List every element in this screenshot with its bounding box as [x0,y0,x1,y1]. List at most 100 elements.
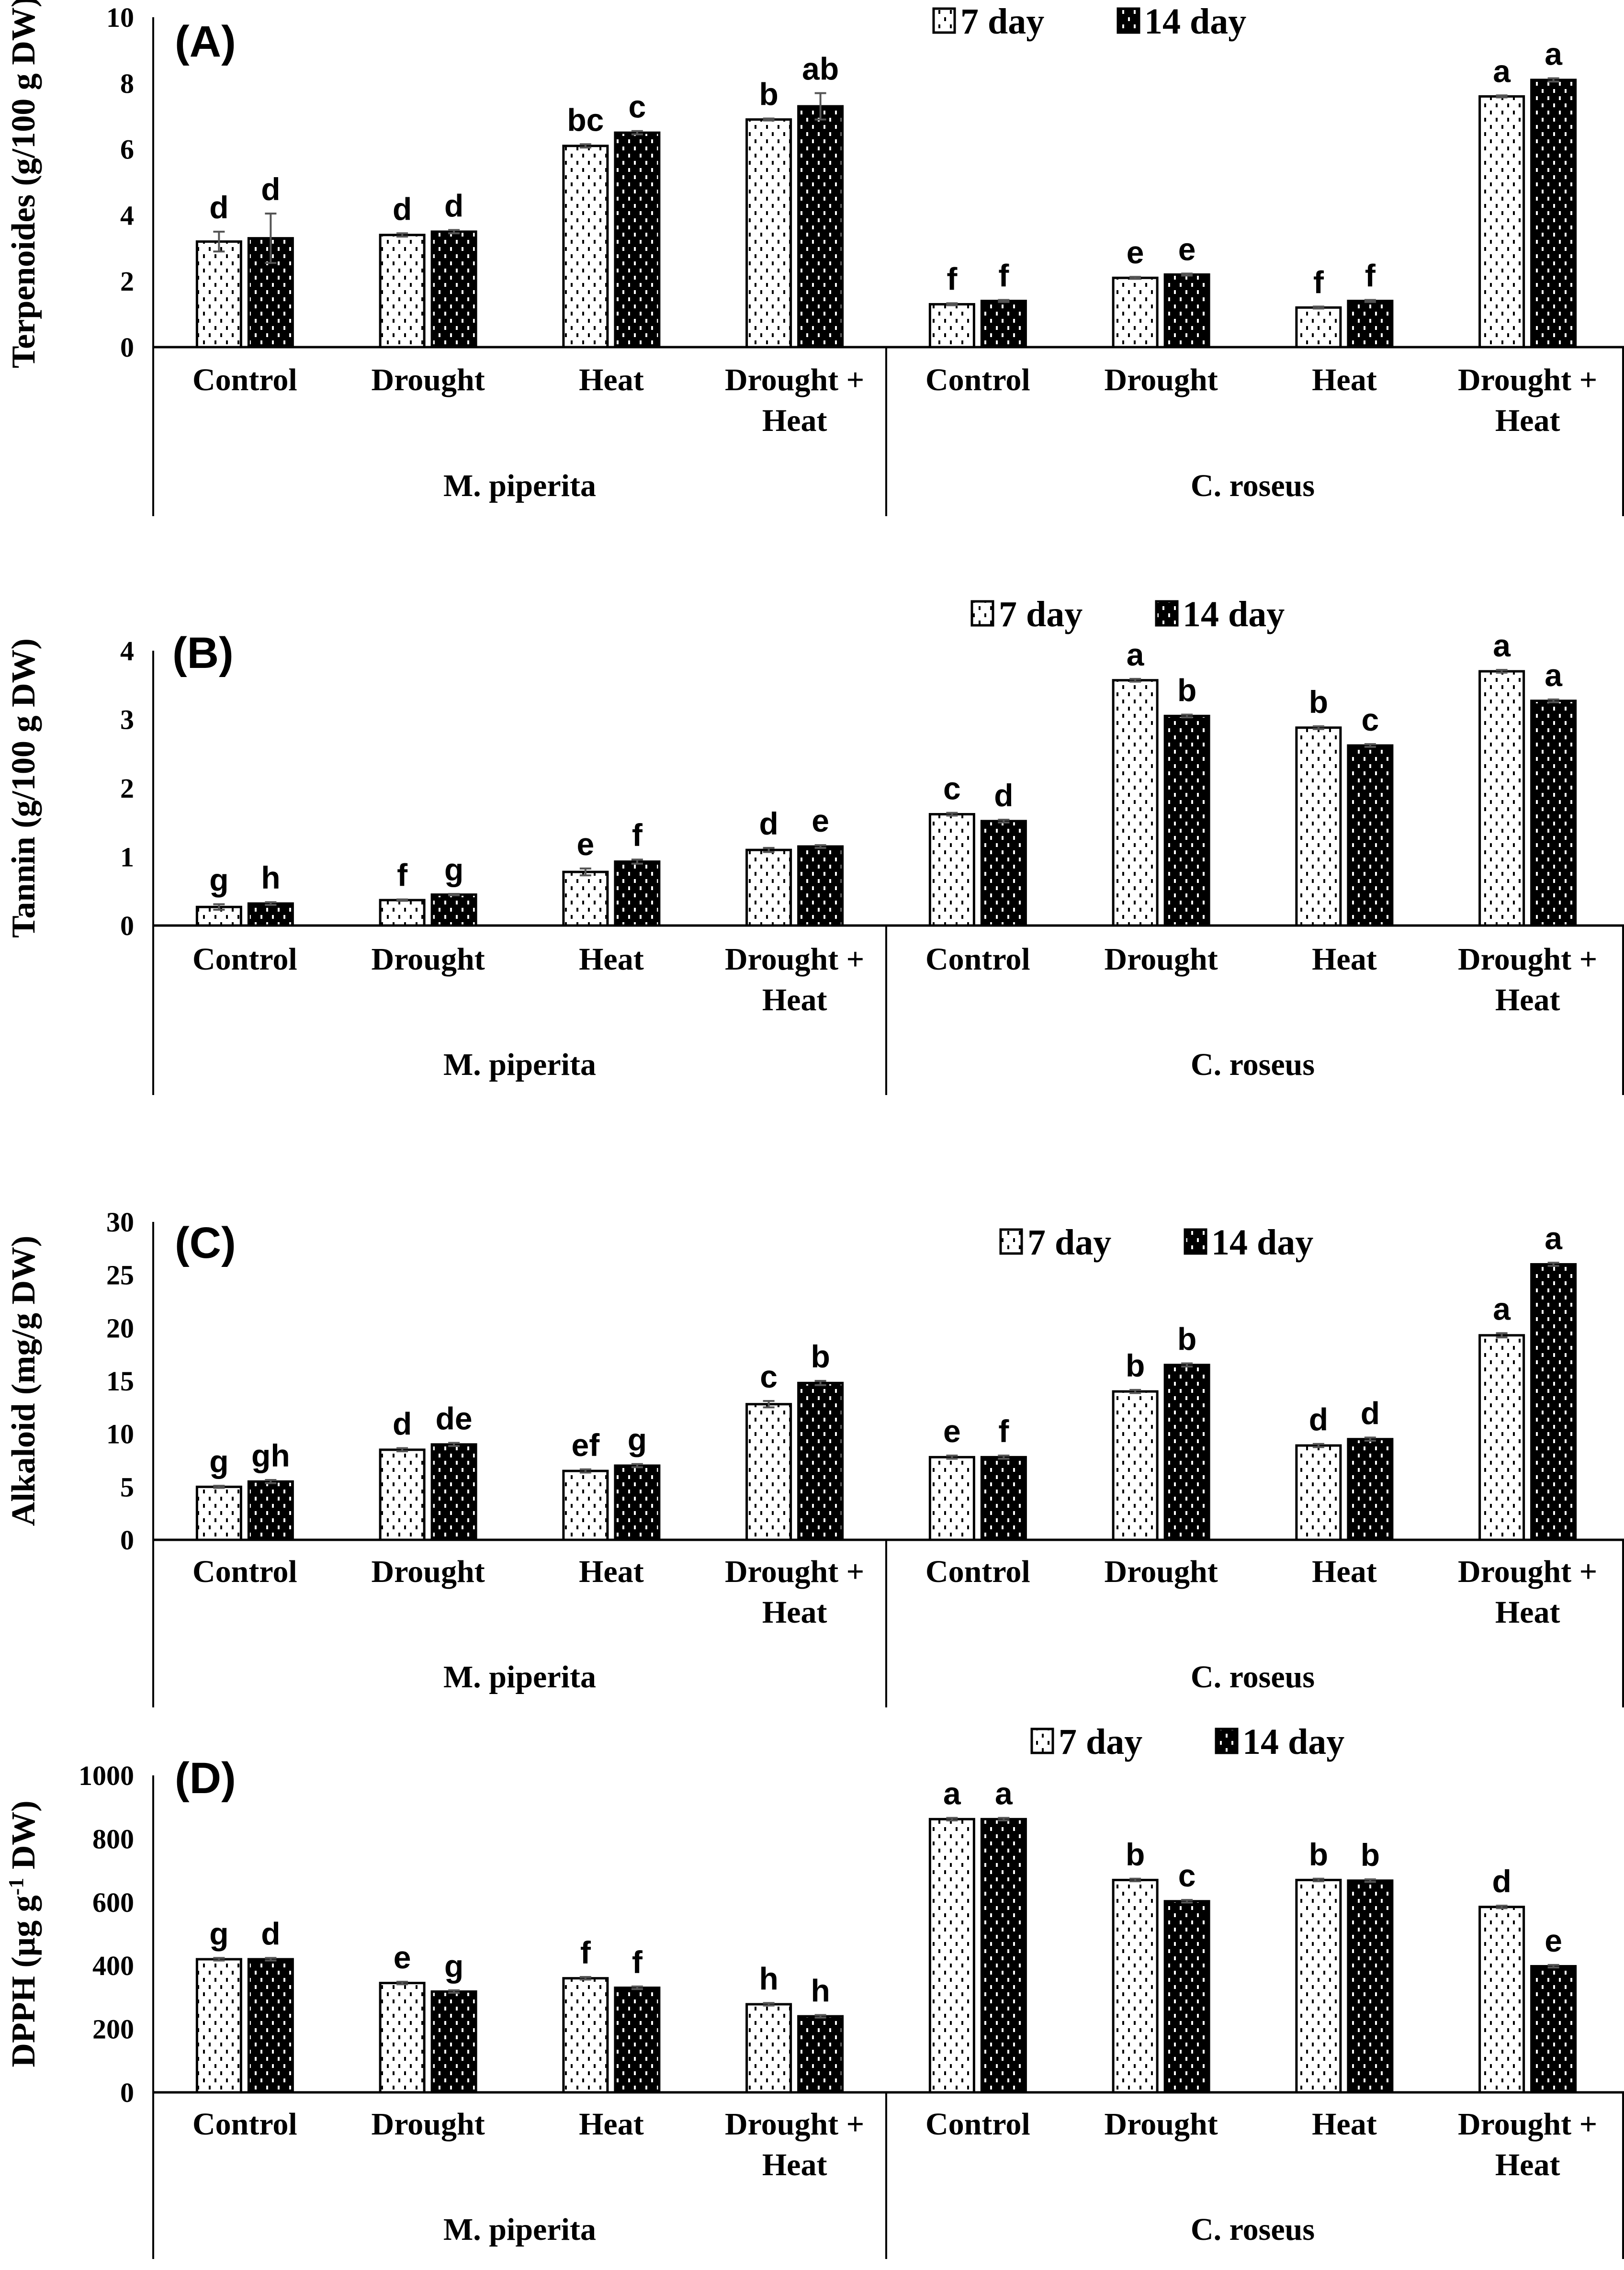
significance-letter: a [995,1776,1013,1811]
significance-letter: a [943,1776,961,1811]
significance-letter: b [1361,1837,1380,1873]
panel-label: (C) [175,1219,236,1267]
significance-letter: f [1313,264,1324,300]
significance-letter: e [577,826,595,862]
x-category-label: Heat [579,2107,644,2142]
species-group-label: M. piperita [443,1047,596,1082]
bar-14-day [1347,1879,1394,2094]
x-category-label: Drought [1105,1554,1218,1589]
x-category-label: Drought + [725,2107,864,2142]
significance-letter: bc [567,102,604,137]
y-tick-label: 1 [120,842,134,873]
bar-14-day [614,1987,661,2094]
legend-swatch-7-day [1030,1728,1054,1754]
significance-letter: a [1493,53,1511,89]
y-tick-label: 8 [120,68,134,99]
y-axis-label-text: Terpenoides (g/100 g DW) [5,0,42,368]
x-category-label: Heat [1312,2107,1377,2142]
significance-letter: b [1126,1348,1145,1383]
legend-label: 14 day [1183,594,1285,634]
x-category-label: Drought [1105,362,1218,397]
y-axis-label-text: Alkaloid (mg/g DW) [5,1236,42,1526]
significance-letter: d [1309,1402,1328,1437]
significance-letter: d [759,806,778,841]
y-tick-label: 1000 [79,1760,134,1791]
x-category-label: Control [192,362,297,397]
significance-letter: e [812,803,829,838]
significance-letter: a [1545,36,1563,71]
bar-7-day [1112,1878,1159,2094]
y-tick-label: 15 [106,1366,134,1397]
significance-letter: a [1545,1220,1563,1256]
y-tick-label: 0 [120,910,134,941]
bar-14-day [614,860,661,927]
legend-label: 7 day [960,1,1044,42]
x-category-label: Drought [1105,942,1218,977]
significance-letter: de [436,1400,473,1436]
legend-swatch-7-day [932,7,956,34]
significance-letter: g [444,852,463,887]
bar-14-day [1347,1438,1394,1541]
y-tick-label: 10 [106,2,134,33]
x-category-label: Drought [372,1554,485,1589]
y-tick-label: 2 [120,266,134,297]
x-category-label: Control [192,942,297,977]
significance-letter: e [1545,1923,1562,1958]
bar-7-day [1112,679,1159,927]
bar-14-day [980,300,1027,349]
legend-swatch-14-day [1215,1728,1239,1754]
significance-letter: d [1361,1395,1380,1431]
species-group-label: C. roseus [1191,1047,1315,1082]
y-tick-label: 25 [106,1260,134,1291]
bar-14-day [797,1381,844,1541]
legend-label: 14 day [1211,1222,1313,1263]
bar-7-day [1112,276,1159,349]
legend-label: 14 day [1242,1722,1344,1762]
bar-14-day [247,902,294,927]
y-axis-label: Tannin (g/100 g DW) [5,638,42,938]
bar-7-day [379,234,426,349]
y-tick-label: 30 [106,1207,134,1238]
significance-letter: c [760,1359,778,1394]
x-category-label: Drought [372,2107,485,2142]
y-axis-label-text: Tannin (g/100 g DW) [5,638,42,938]
panel-label: (B) [172,629,234,678]
legend-swatch-14-day [1155,600,1179,627]
significance-letter: d [994,778,1013,813]
bar-7-day [928,1818,975,2094]
species-group-label: M. piperita [443,1660,596,1694]
bar-14-day [1163,1900,1210,2094]
bar-7-day [1478,1906,1525,2094]
significance-letter: a [1493,628,1511,663]
significance-letter: b [1309,1837,1328,1872]
x-category-label: Heat [579,362,644,397]
bar-7-day [745,1403,792,1541]
significance-letter: d [261,171,280,207]
bar-7-day [562,870,609,927]
significance-letter: b [1126,1837,1145,1872]
species-group-label: M. piperita [443,468,596,503]
x-category-label: Heat [1312,1554,1377,1589]
significance-letter: c [943,771,961,806]
significance-letter: b [811,1339,830,1374]
panel-label: (D) [175,1754,236,1803]
significance-letter: f [947,261,958,296]
bar-14-day [247,1480,294,1541]
bar-14-day [797,845,844,927]
x-category-label: Drought + [1458,1554,1597,1589]
legend-label: 14 day [1144,1,1246,42]
x-category-label: Control [192,1554,297,1589]
bar-7-day [1478,670,1525,927]
significance-letter: c [1362,702,1379,737]
bar-7-day [379,1448,426,1541]
x-category-label: Drought + [725,942,864,977]
significance-letter: b [1177,1321,1196,1356]
bar-7-day [745,848,792,927]
bar-7-day [562,145,609,349]
significance-letter: f [1365,258,1376,293]
bar-14-day [430,1443,477,1541]
significance-letter: e [394,1940,411,1975]
bar-14-day [1163,714,1210,927]
